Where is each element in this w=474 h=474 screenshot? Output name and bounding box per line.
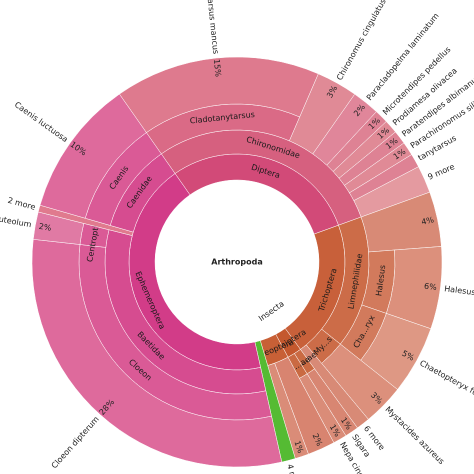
leaf-label: 4 more [285, 463, 301, 474]
center-label: Arthropoda [211, 258, 262, 267]
value-label: 6% [424, 282, 438, 293]
value-label: 4% [420, 215, 435, 227]
segment [39, 93, 147, 219]
value-label: 2% [38, 222, 52, 233]
center [198, 223, 276, 301]
segment-label: Halesus [374, 264, 387, 296]
value-label: 15% [212, 59, 223, 78]
segment [31, 239, 283, 468]
value-label: 1% [292, 440, 305, 455]
